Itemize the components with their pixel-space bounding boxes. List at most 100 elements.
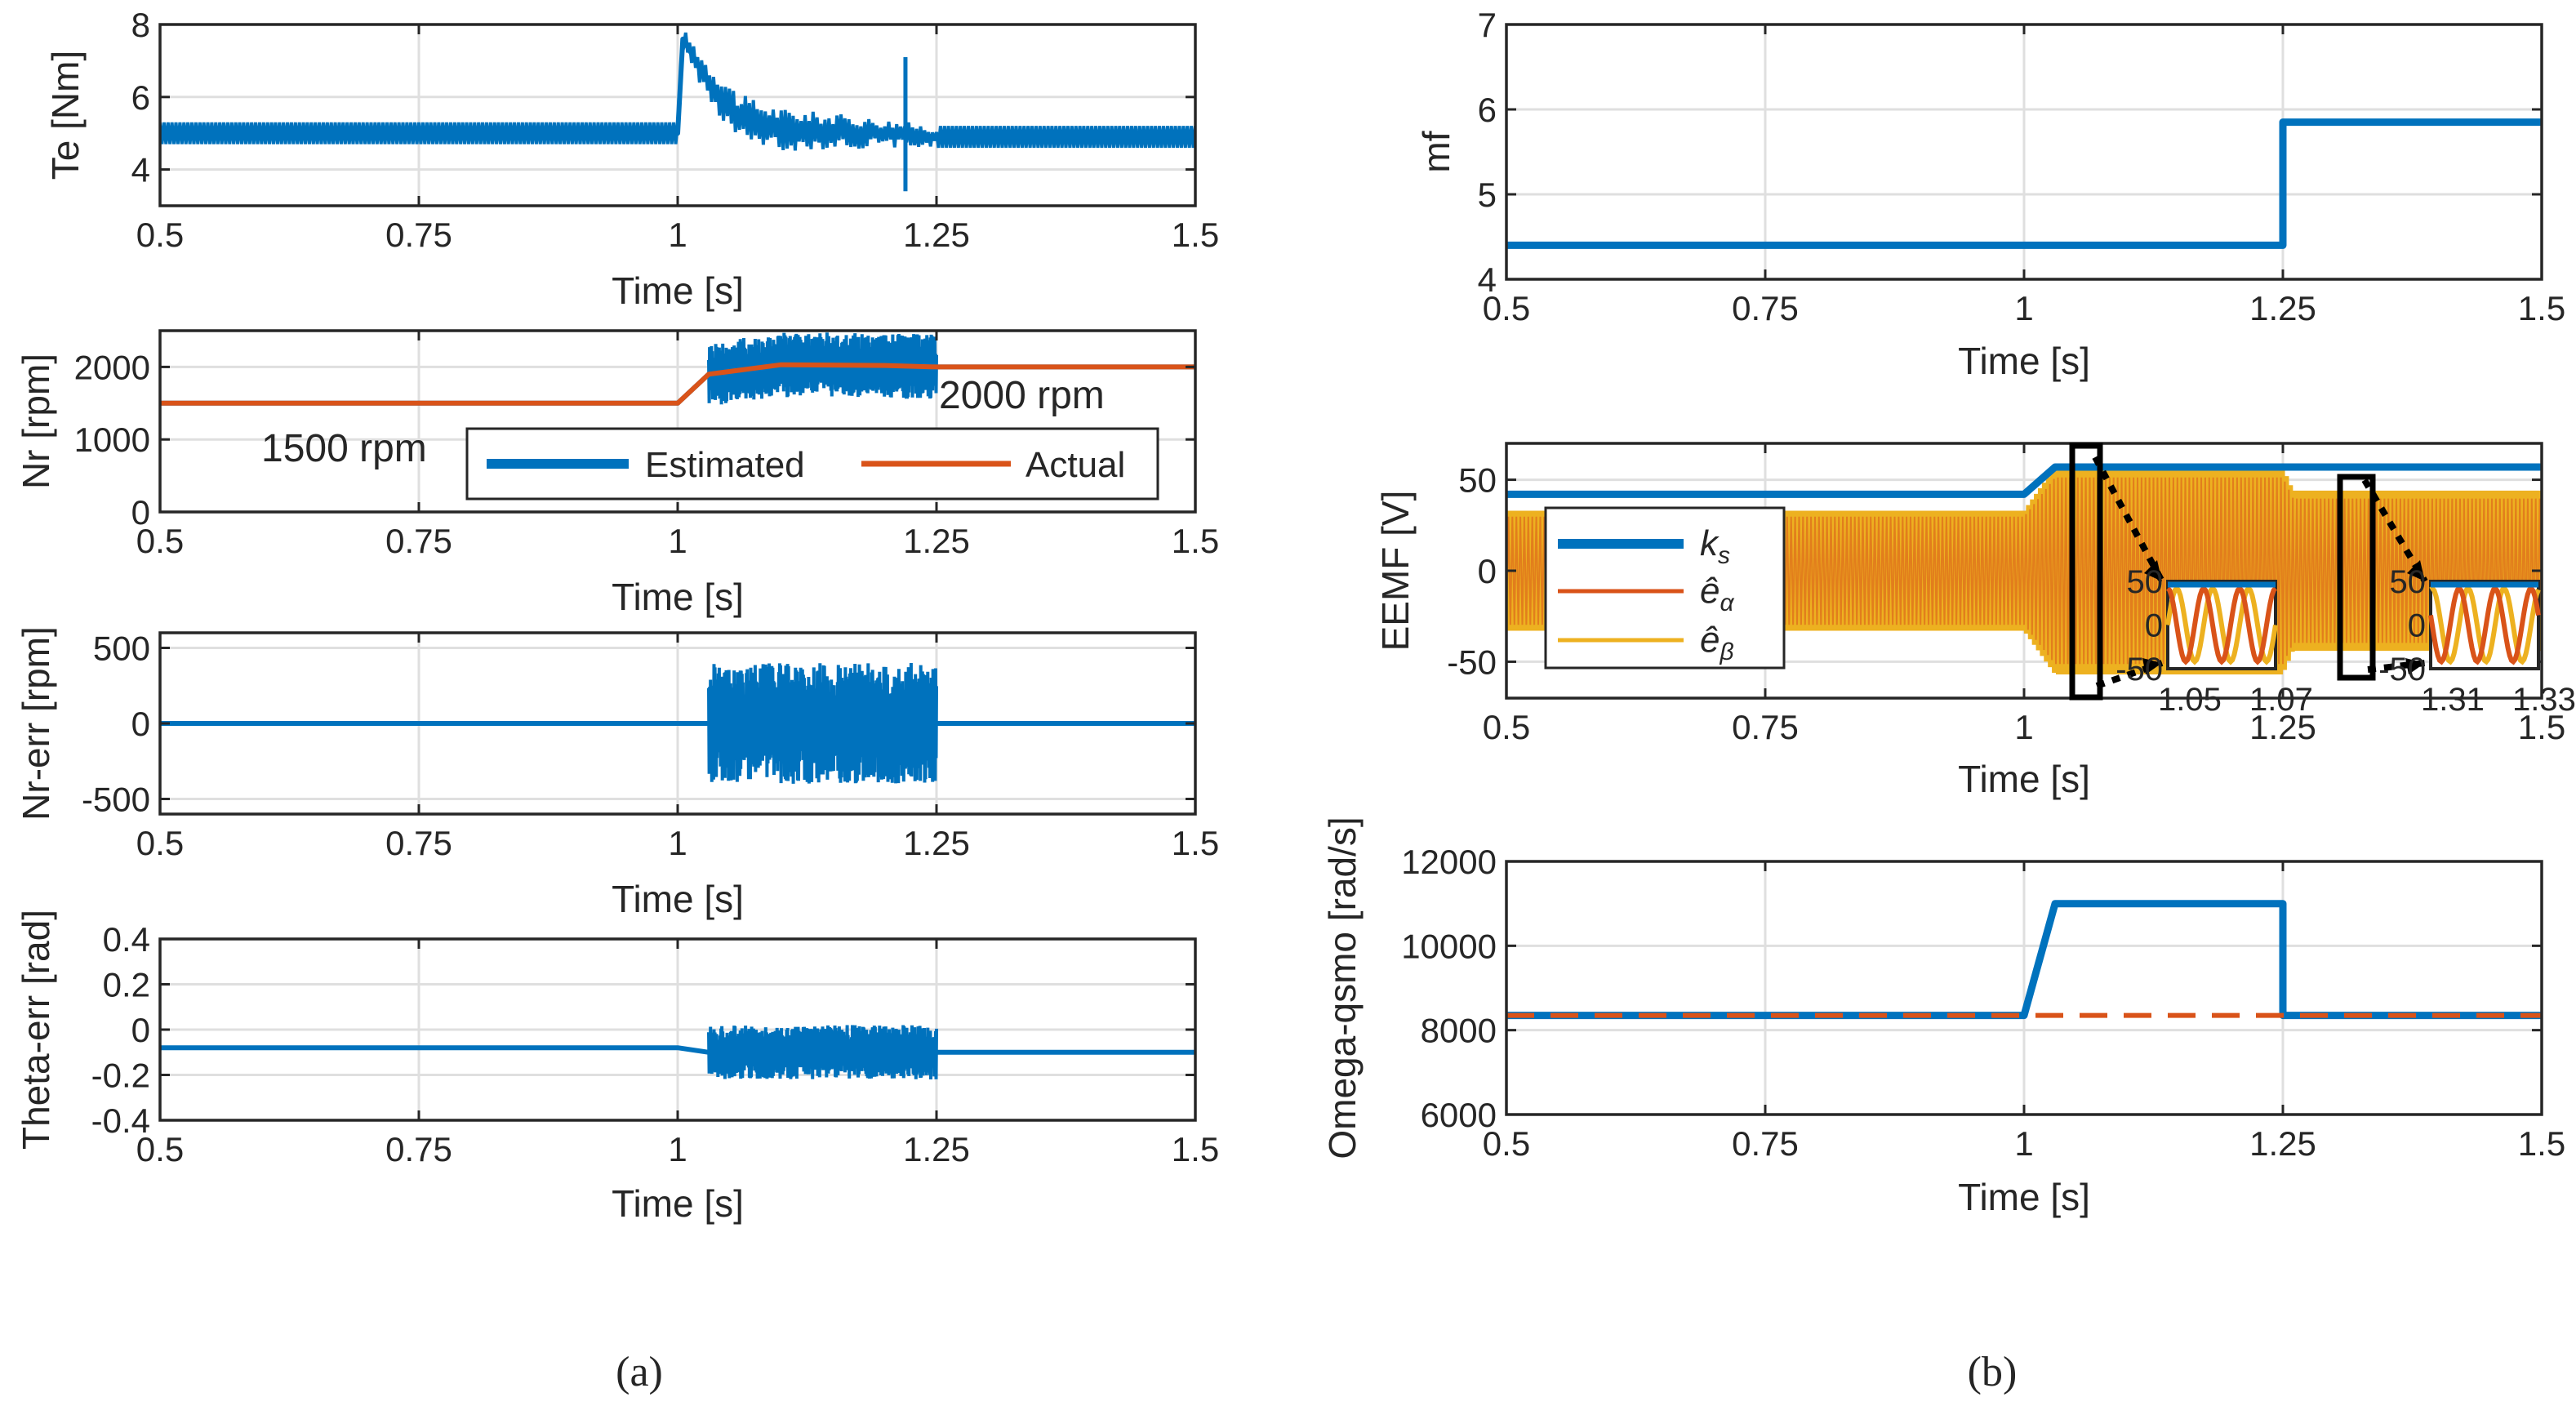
- y-axis-label: EEMF [V]: [1374, 491, 1417, 652]
- ytick-label: 12000: [1401, 843, 1497, 881]
- xtick-label: 1.5: [1172, 216, 1219, 254]
- xtick-label: 0.75: [1732, 708, 1799, 746]
- xtick-label: 0.5: [136, 824, 184, 862]
- ytick-label: 6: [1478, 91, 1497, 129]
- xtick-label: 1.5: [2518, 289, 2565, 327]
- annotation-2000: 2000 rpm: [939, 374, 1105, 417]
- legend-box: [1544, 506, 1786, 670]
- series-line-mf-0: [1506, 118, 2542, 249]
- series-line-eemf-0: [1506, 463, 2542, 498]
- xtick-label: 1.5: [2518, 1124, 2565, 1163]
- inset-xtick-label: 1.07: [2249, 682, 2313, 718]
- y-axis-label: Nr-err [rpm]: [15, 626, 57, 821]
- xtick-label: 1.25: [2249, 1124, 2316, 1163]
- xtick-label: 0.75: [1732, 1124, 1799, 1163]
- y-axis-label: Omega-qsmo [rad/s]: [1321, 817, 1364, 1159]
- ytick-label: 50: [1458, 461, 1497, 500]
- zoom-arrow: [2095, 660, 2164, 689]
- inset-ytick-label: 0: [2145, 608, 2163, 644]
- xtick-label: 1: [668, 522, 687, 560]
- ytick-label: 0: [1478, 552, 1497, 590]
- ytick-label: -0.2: [91, 1057, 150, 1095]
- xtick-label: 1.25: [903, 522, 970, 560]
- plot-area-theta: [160, 1025, 1195, 1080]
- legend-label-e-beta: êβ: [1700, 620, 1734, 665]
- ytick-label: 7: [1478, 6, 1497, 44]
- chart-omega: 0.5 0.75 1 1.25 1.5 6000 8000 10000 12000 Time [s…: [1321, 817, 2565, 1218]
- zoom-box: [2337, 474, 2376, 681]
- ytick-label: -500: [82, 781, 150, 819]
- inset-xtick-label: 1.33: [2512, 682, 2576, 718]
- oscillation-band-nr: [707, 332, 938, 405]
- ytick-label: -50: [1447, 643, 1497, 681]
- xtick-label: 0.75: [1732, 289, 1799, 327]
- series-line-nr-1: [160, 362, 1195, 406]
- xtick-label: 0.5: [1483, 708, 1530, 746]
- plot-area-nr: [160, 332, 1195, 406]
- xtick-label: 1.25: [903, 216, 970, 254]
- xtick-label: 1.5: [2518, 708, 2565, 746]
- xtick-label: 0.75: [385, 824, 452, 862]
- inset-ytick-label: -50: [2378, 652, 2426, 687]
- chart-theta: 0.5 0.75 1 1.25 1.5 -0.4 -0.2 0 0.2 0.4 Time [s] Th…: [15, 910, 1219, 1225]
- chart-nrerr: 0.5 0.75 1 1.25 1.5 -500 0 500 Time [s] Nr-err [r…: [15, 626, 1219, 920]
- plot-area-mf: [1506, 118, 2542, 249]
- inset-series-e-beta: [2429, 585, 2541, 665]
- inset-ytick-label: 50: [2390, 564, 2427, 600]
- x-axis-label: Time [s]: [612, 878, 744, 920]
- legend-label-actual: Actual: [1026, 445, 1125, 485]
- zoom-box: [2069, 443, 2103, 701]
- chart-eemf: 0.5 0.75 1 1.25 1.5 -50 0 50 Time [s] EEMF [V] ksê…: [1374, 442, 2576, 800]
- ytick-label: 4: [131, 151, 150, 189]
- arrow-head: [2142, 658, 2162, 674]
- inset-ytick-label: -50: [2116, 652, 2163, 687]
- caption-a: (a): [616, 1349, 663, 1395]
- ytick-label: 4: [1478, 260, 1497, 299]
- chart-nr: 0.5 0.75 1 1.25 1.5 0 1000 2000 Time [s] Nr [rpm]…: [15, 329, 1219, 618]
- xtick-label: 1.25: [903, 824, 970, 862]
- y-axis-label: mf: [1415, 131, 1457, 172]
- ytick-label: 2000: [74, 348, 150, 386]
- inset-ytick-label: 50: [2127, 564, 2164, 600]
- caption-b: (b): [1968, 1349, 2018, 1395]
- x-axis-label: Time [s]: [1958, 758, 2090, 800]
- arrow-head: [2405, 658, 2425, 674]
- ytick-label: 5: [1478, 176, 1497, 214]
- ytick-label: 0.4: [103, 920, 150, 959]
- ytick-label: 0.2: [103, 966, 150, 1004]
- ytick-label: 10000: [1401, 927, 1497, 965]
- ytick-label: 500: [93, 630, 150, 668]
- x-axis-label: Time [s]: [1958, 340, 2090, 382]
- xtick-label: 0.5: [136, 216, 184, 254]
- y-axis-label: Nr [rpm]: [15, 354, 57, 489]
- x-axis-label: Time [s]: [612, 576, 744, 618]
- ytick-label: 0: [131, 493, 150, 532]
- plot-area-te: [160, 32, 1195, 192]
- xtick-label: 0.5: [136, 522, 184, 560]
- plot-area-omega: [1506, 900, 2542, 1020]
- inset-xtick-label: 1.31: [2421, 682, 2485, 718]
- inset-xtick-label: 1.05: [2158, 682, 2222, 718]
- ytick-label: 0: [131, 705, 150, 743]
- xtick-label: 1: [668, 824, 687, 862]
- series-line-te-0: [160, 36, 1195, 140]
- xtick-label: 1: [668, 216, 687, 254]
- xtick-label: 0.75: [385, 216, 452, 254]
- xtick-label: 1.5: [1172, 824, 1219, 862]
- y-axis-label: Theta-err [rad]: [15, 910, 57, 1150]
- legend-nr: Estimated Actual: [465, 427, 1159, 501]
- ytick-label: 6: [131, 78, 150, 117]
- xtick-label: 0.75: [385, 522, 452, 560]
- xtick-label: 1.5: [1172, 1130, 1219, 1168]
- xtick-label: 1.25: [2249, 708, 2316, 746]
- x-axis-label: Time [s]: [1958, 1176, 2090, 1218]
- plot-area-nrerr: [160, 662, 1195, 784]
- zoom-arrow: [2361, 478, 2428, 584]
- inset-series-e-alpha: [2428, 585, 2541, 665]
- plots-layer: 0.5 0.75 1 1.25 1.5 4 6 8 Time [s] Te [Nm] 0.5 0.75…: [15, 6, 2576, 1225]
- xtick-label: 0.5: [1483, 1124, 1530, 1163]
- oscillation-band-nrerr: [707, 662, 938, 784]
- ytick-label: 8000: [1421, 1012, 1497, 1050]
